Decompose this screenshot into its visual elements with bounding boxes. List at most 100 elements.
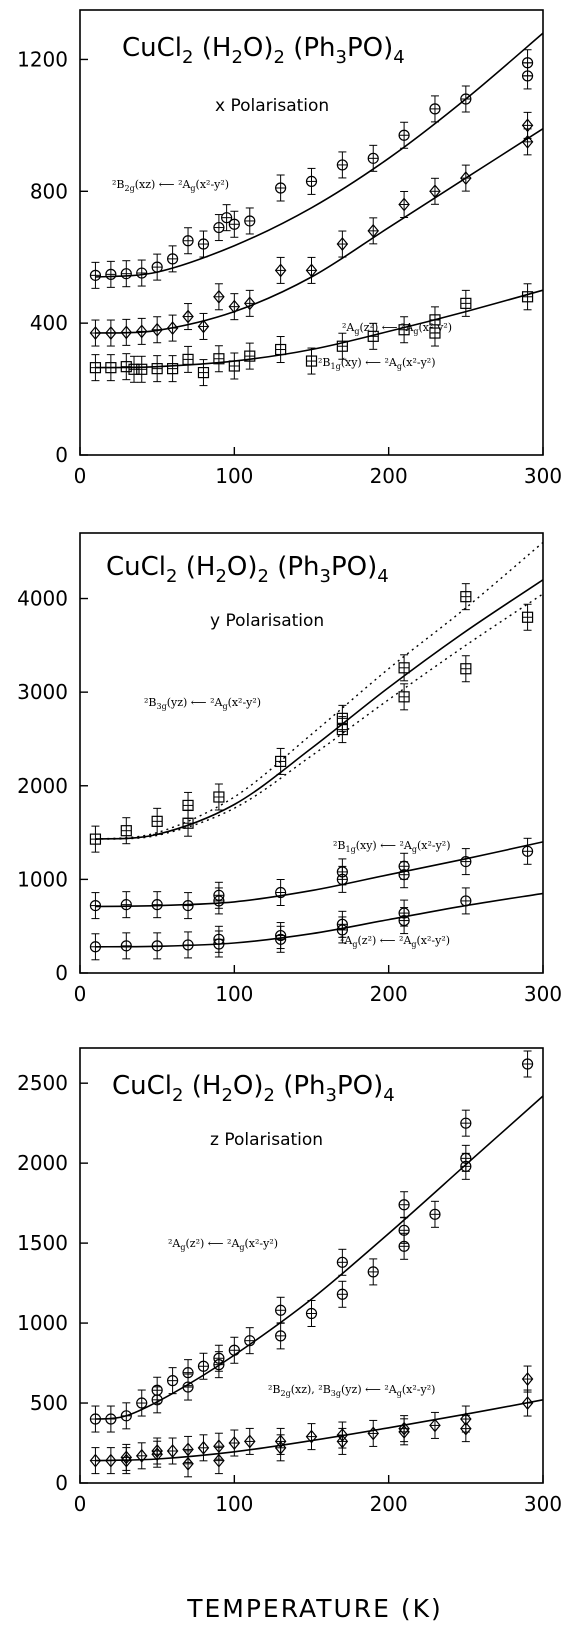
y-tick-label: 1000 [17,1311,68,1335]
data-point [213,925,225,953]
data-point [120,1443,133,1471]
data-point [89,319,102,347]
data-point [120,318,133,346]
plot-frame [79,1047,544,1484]
data-point [182,791,194,819]
data-point [460,1109,472,1137]
data-point [89,261,102,289]
data-point [275,878,287,906]
data-point [197,312,210,340]
data-point [135,317,148,345]
data-point [151,932,163,960]
data-point [244,342,256,370]
data-point [336,1280,348,1308]
fit-curve [95,32,544,278]
data-point [460,1405,472,1433]
data-point [336,332,348,360]
data-point [166,314,179,342]
data-point [213,214,225,242]
axis-ticks: 0 100 200 300 0 500 1000 1500 2000 2500 [17,1071,562,1516]
data-point [89,1405,102,1433]
data-point [336,858,348,886]
data-point [460,289,472,317]
y-tick-label: 1000 [17,867,68,891]
data-point [105,260,117,288]
panel-y-polarisation: CuCl2 (H2O)2 (Ph3PO)4 y Polarisation ²B3… [17,532,562,1006]
y-tick-label: 3000 [17,680,68,704]
data-point [135,1442,148,1470]
data-point [336,151,348,179]
data-point [336,1421,349,1449]
y-tick-label: 1500 [17,1231,68,1255]
data-point [221,204,233,232]
panel-subtitle: y Polarisation [210,611,324,631]
fit-curves [95,32,544,369]
data-point [275,336,287,364]
data-point [182,227,194,255]
data-point [275,1322,287,1350]
data-point [228,1336,240,1364]
fit-curves [95,541,544,948]
data-point [398,190,410,218]
data-point [305,347,318,375]
data-point [151,891,163,919]
panel-title: CuCl2 (H2O)2 (Ph3PO)4 [112,1071,395,1106]
x-axis-title: TEMPERATURE (K) [186,1594,443,1623]
data-point [244,207,256,235]
data-point [89,825,102,853]
data-point [166,1437,179,1465]
data-point [151,1376,163,1404]
panel-title: CuCl2 (H2O)2 (Ph3PO)4 [106,552,389,587]
y-tick-label: 2000 [17,774,68,798]
y-tick-label: 0 [55,443,68,467]
data-point [182,931,194,959]
x-tick-label: 100 [215,982,253,1006]
data-point [521,283,534,311]
data-point [228,1429,241,1457]
data-point [274,1427,287,1455]
series-label-b3g: ²B3g(yz) ⟵ ²Ag(x²-y²) [144,696,261,711]
data-point [136,1389,148,1417]
data-point [136,355,148,383]
y-tick-label: 4000 [17,587,68,611]
data-point [213,345,225,373]
fit-curves [95,1095,544,1462]
series-label-ag-z2: ²Ag(z²) ⟵ ²Ag(x²-y²) [168,1237,278,1252]
data-points [89,583,534,961]
data-point [367,217,380,245]
data-point [151,1437,163,1465]
series-label-b1g: ²B1g(xy) ⟵ ²Ag(x²-y²) [318,356,436,371]
y-tick-label: 2500 [17,1071,68,1095]
data-point [136,259,148,287]
data-point [460,655,472,683]
data-point [398,654,410,682]
data-point [213,1344,225,1372]
x-tick-label: 100 [215,464,253,488]
data-point [274,256,287,284]
data-point [151,316,163,344]
data-point [105,1405,117,1433]
data-point [398,1216,410,1244]
data-point [120,891,132,919]
data-point [120,353,132,381]
data-point [228,293,241,321]
panel-subtitle: x Polarisation [215,96,329,116]
data-point [398,1415,410,1443]
data-points [89,49,534,387]
data-point [151,253,163,281]
data-point [336,230,349,258]
data-point [521,603,534,631]
data-point [275,922,287,950]
series-label-b2g: ²B2g(xz) ⟵ ²Ag(x²-y²) [112,178,229,193]
data-point [197,1434,210,1462]
series-label-b2g-b3g: ²B2g(xz), ²B3g(yz) ⟵ ²Ag(x²-y²) [268,1383,435,1398]
data-point [398,121,410,149]
panel-subtitle: z Polarisation [210,1130,323,1150]
y-tick-label: 0 [55,961,68,985]
data-point [167,245,179,273]
data-point [151,807,163,835]
y-tick-label: 500 [30,1391,68,1415]
panel-x-polarisation: CuCl2 (H2O)2 (Ph3PO)4 x Polarisation ²B2… [17,9,562,488]
series-label-b1g: ²B1g(xy) ⟵ ²Ag(x²-y²) [333,839,451,854]
